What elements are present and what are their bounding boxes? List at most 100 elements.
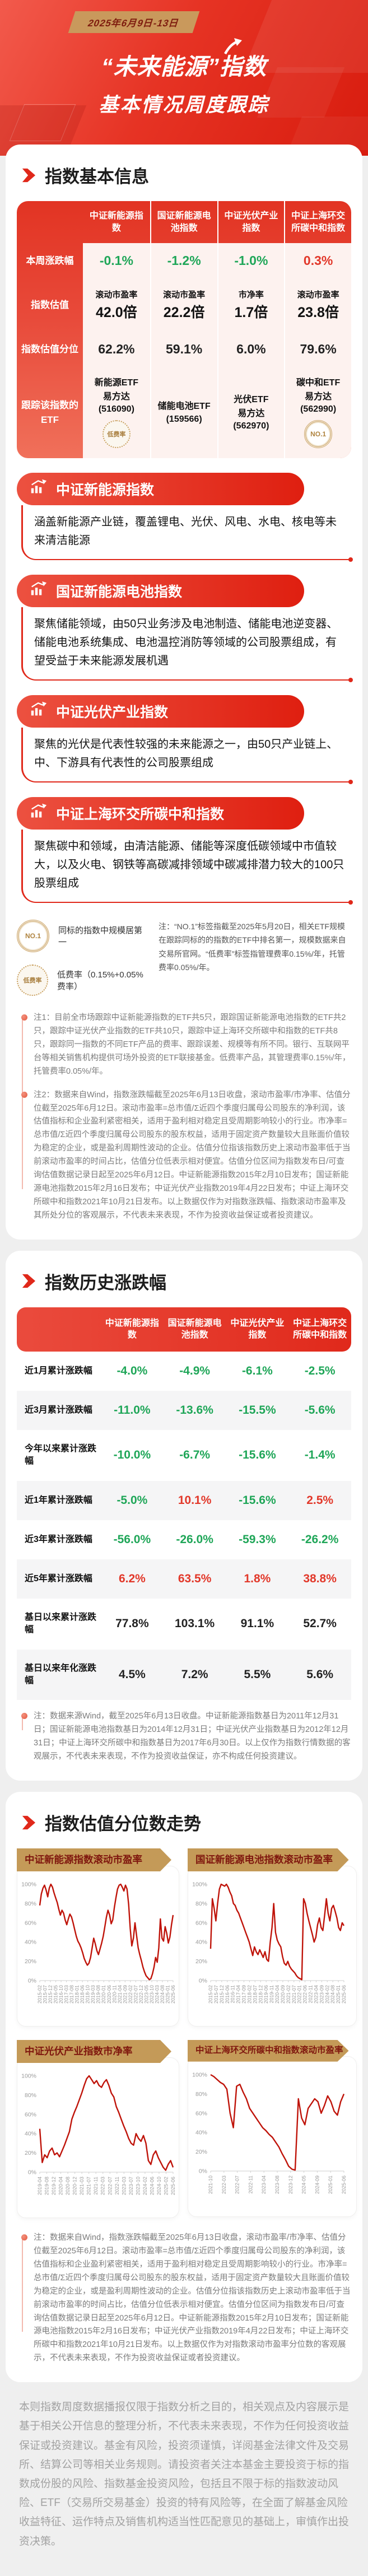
table-row: 基日以来年化涨跌幅 4.5% 7.2% 5.5% 5.6% <box>17 1649 351 1701</box>
index-card-title: 中证光伏产业指数 <box>56 704 169 720</box>
chart-series-line <box>39 2075 174 2171</box>
percentile-line-chart: 0%20%40%60%80%100%2015-02 2015-07 2015-12 2… <box>192 1881 347 2004</box>
valuation-metric: 滚动市盈率 <box>163 290 206 300</box>
change-value: -5.0% <box>117 1493 148 1507</box>
notes-percentile: 注：数据来自Wind，指数涨跌幅截至2025年6月13日收盘，滚动市盈率/市净率… <box>17 2232 351 2365</box>
svg-text:2015-07: 2015-07 <box>43 1985 48 2004</box>
svg-text:2025-01: 2025-01 <box>165 1985 170 2004</box>
section-title-percentile: 指数估值分位数走势 <box>21 1810 351 1835</box>
svg-text:2022-02: 2022-02 <box>128 1985 133 2004</box>
row-label: 近3年累计涨跌幅 <box>25 1534 92 1544</box>
svg-text:2022-11: 2022-11 <box>114 2177 120 2195</box>
change-value: -10.0% <box>113 1448 151 1462</box>
svg-text:2023-04: 2023-04 <box>313 1985 319 2004</box>
basic-info-card: 指数基本信息 中证新能源指数 国证新能源电池指数 中证光伏产业指数 中证上海环交所碳中… <box>6 145 362 1240</box>
svg-text:0%: 0% <box>28 1978 36 1985</box>
table-row: 今年以来累计涨跌幅 -10.0% -6.7% -15.6% -1.4% <box>17 1430 351 1481</box>
svg-text:2018-12: 2018-12 <box>258 1985 263 2004</box>
chart-title-banner: 国证新能源电池指数滚动市盈率 <box>188 1848 349 1871</box>
chart-panel: 0% 20% 40% 60% 80% 100% 2021-10 2022-03 2022-07 2… <box>188 2056 357 2217</box>
svg-text:2020-04: 2020-04 <box>58 2177 64 2195</box>
table-corner-cell <box>17 201 83 243</box>
etf-name: 光伏ETF <box>234 395 269 405</box>
svg-text:2025-06: 2025-06 <box>341 1985 347 2004</box>
change-value: -4.0% <box>117 1364 148 1377</box>
svg-text:2018-07: 2018-07 <box>252 1985 258 2004</box>
svg-text:40%: 40% <box>25 1939 36 1946</box>
chart-panel: 0% 20% 40% 60% 80% 100% 2019-04 2019-08 2019-12 2… <box>17 2057 179 2219</box>
etf-cell: 碳中和ETF 易方达 (562990) NO.1 <box>284 367 351 458</box>
svg-text:40%: 40% <box>195 2129 207 2136</box>
svg-text:2017-08: 2017-08 <box>69 1985 74 2004</box>
notes-basic: 注1：目前全市场跟踪中证新能源指数的ETF共5只，跟踪国证新能源电池指数的ETF… <box>17 1012 351 1223</box>
up-trend-arrow-icon <box>223 34 242 60</box>
change-value: -1.4% <box>304 1448 336 1462</box>
svg-text:2022-11: 2022-11 <box>308 1985 314 2003</box>
svg-text:2021-10: 2021-10 <box>208 2176 213 2194</box>
change-value: -15.6% <box>239 1448 276 1462</box>
badge-legend: NO.1 同标的指数中规模居第一 低费率 低费率（0.15%+0.05%费率） 注：“… <box>17 919 351 996</box>
svg-text:2020-09: 2020-09 <box>280 1985 286 2004</box>
row-label: 指数估值分位 <box>21 343 78 355</box>
legend-item: NO.1 同标的指数中规模居第一 <box>17 919 148 952</box>
percentile-card: 指数估值分位数走势 中证新能源指数滚动市盈率 0% 20% 40% 60% 80% 100%… <box>6 1792 362 2383</box>
percentile-value: 79.6% <box>300 342 337 357</box>
svg-text:2024-02: 2024-02 <box>142 2177 148 2195</box>
chart-trend-icon <box>30 701 47 721</box>
legend-item: 低费率 低费率（0.15%+0.05%费率） <box>17 964 148 996</box>
table-corner-cell <box>17 1315 101 1344</box>
change-value: 103.1% <box>175 1617 215 1631</box>
column-header: 中证新能源指数 <box>89 211 143 233</box>
section-title-text: 指数历史涨跌幅 <box>45 1273 166 1293</box>
svg-text:2019-08: 2019-08 <box>96 1985 101 2004</box>
svg-text:2021-07: 2021-07 <box>291 1985 297 2004</box>
valuation-cell: 市净率 1.7倍 <box>217 278 285 332</box>
chart-title-banner: 中证光伏产业指数市净率 <box>17 2040 171 2063</box>
row-label: 基日以来累计涨跌幅 <box>25 1612 97 1635</box>
svg-text:100%: 100% <box>192 1881 207 1888</box>
index-description-list: 中证新能源指数 涵盖新能源产业链，覆盖锂电、光伏、风电、水电、核电等未来清洁能源国… <box>17 472 353 905</box>
svg-text:2021-03: 2021-03 <box>79 2177 85 2195</box>
svg-text:2019-11: 2019-11 <box>269 1985 274 2003</box>
svg-text:2023-03: 2023-03 <box>121 2177 127 2195</box>
svg-text:2015-12: 2015-12 <box>48 1985 53 2004</box>
chart-trend-icon <box>30 479 47 499</box>
index-card-title: 中证新能源指数 <box>56 482 155 498</box>
index-card: 中证光伏产业指数聚焦的光伏是代表性较强的未来能源之一，由50只产业链上、中、下游… <box>17 695 353 784</box>
change-value: -56.0% <box>113 1532 151 1546</box>
change-value: 38.8% <box>303 1572 337 1585</box>
chevron-icon <box>22 1274 36 1288</box>
svg-text:2022-06: 2022-06 <box>302 1985 308 2004</box>
svg-text:2021-11: 2021-11 <box>93 2177 99 2195</box>
svg-text:2017-03: 2017-03 <box>64 1985 69 2004</box>
svg-text:2022-03: 2022-03 <box>221 2176 227 2194</box>
valuation-cell: 滚动市盈率 23.8倍 <box>284 278 351 332</box>
change-value: 63.5% <box>178 1572 212 1585</box>
etf-name: 碳中和ETF <box>296 378 341 388</box>
weekly-change-cell: -1.2% <box>150 243 217 279</box>
svg-text:40%: 40% <box>195 1939 207 1946</box>
section-title-history: 指数历史涨跌幅 <box>21 1269 351 1294</box>
history-table-header: 中证新能源指数 国证新能源电池指数 中证光伏产业指数 中证上海环交所碳中和指数 <box>17 1307 351 1352</box>
index-card-header: 中证光伏产业指数 <box>17 695 305 728</box>
svg-text:2016-10: 2016-10 <box>58 1985 64 2004</box>
svg-text:2015-02: 2015-02 <box>37 1985 43 2004</box>
history-card: 指数历史涨跌幅 中证新能源指数 国证新能源电池指数 中证光伏产业指数 中证上海环交所碳… <box>6 1250 362 1781</box>
section-title-text: 指数估值分位数走势 <box>45 1814 201 1834</box>
column-header: 国证新能源电池指数 <box>167 1318 222 1340</box>
valuation-metric: 市净率 <box>238 290 264 300</box>
column-header: 国证新能源电池指数 <box>150 201 217 244</box>
weekly-change-value: -1.0% <box>234 253 268 268</box>
row-label: 指数估值 <box>31 299 69 310</box>
change-value: 91.1% <box>240 1617 274 1631</box>
percentile-charts-grid: 中证新能源指数滚动市盈率 0% 20% 40% 60% 80% 100% 2015-02 201… <box>17 1848 357 2219</box>
row-label: 近1月累计涨跌幅 <box>25 1366 92 1376</box>
chart-cell: 中证光伏产业指数市净率 0% 20% 40% 60% 80% 100% 2019-04 2019… <box>17 2040 179 2219</box>
svg-text:20%: 20% <box>195 2149 207 2155</box>
change-value: -11.0% <box>114 1403 151 1417</box>
note-item: 注2：数据来自Wind，指数涨跌幅截至2025年6月13日收盘，滚动市盈率/市净… <box>19 1089 351 1223</box>
chart-cell: 国证新能源电池指数滚动市盈率 0% 20% 40% 60% 80% 100% 2015-02 2… <box>188 1848 357 2027</box>
index-card-description: 涵盖新能源产业链，覆盖锂电、光伏、风电、水电、核电等未来清洁能源 <box>21 505 353 562</box>
weekly-change-cell: -1.0% <box>217 243 285 279</box>
index-card-description: 聚焦的光伏是代表性较强的未来能源之一，由50只产业链上、中、下游具有代表性的公司… <box>21 727 353 784</box>
